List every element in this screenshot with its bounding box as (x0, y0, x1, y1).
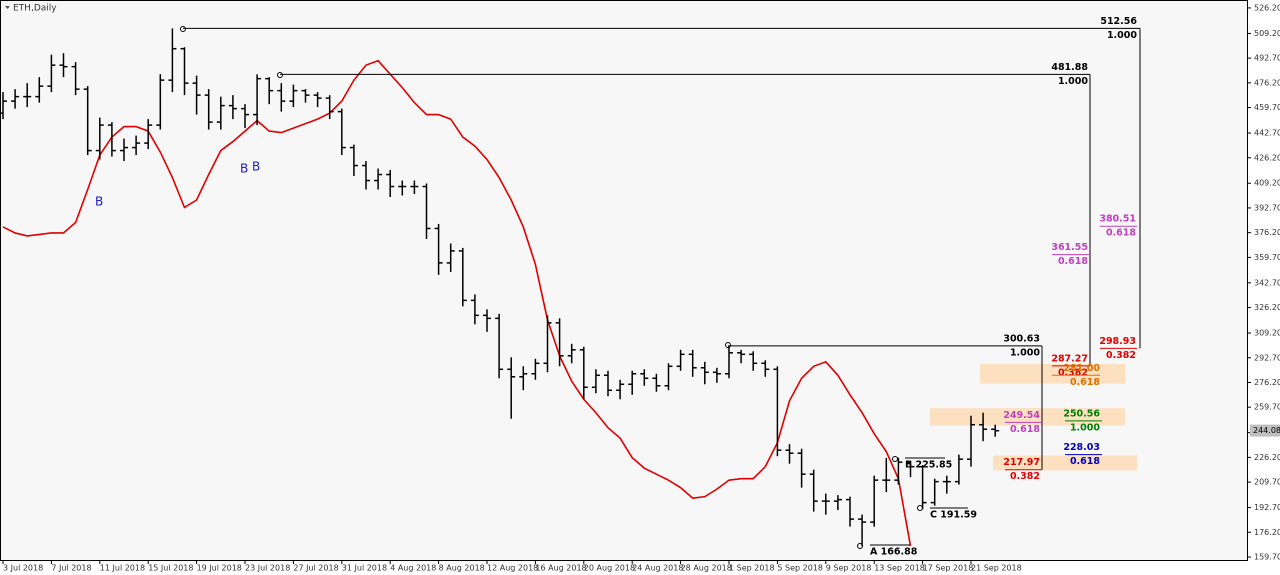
y-tick-label: 509.20 (1254, 29, 1280, 38)
x-tick-label: 28 Aug 2018 (681, 564, 732, 573)
y-tick-label: 226.20 (1254, 453, 1280, 462)
signal-label: B (240, 162, 248, 176)
fib-ratio: 0.618 (1070, 456, 1100, 467)
fib-price: 512.56 (1100, 16, 1137, 27)
x-tick-label: 20 Aug 2018 (584, 564, 635, 573)
fib-ratio: 0.618 (1058, 256, 1088, 267)
fib-price: 249.54 (1003, 410, 1040, 421)
x-tick-label: 1 Sep 2018 (729, 564, 775, 573)
fib-price: 281.00 (1063, 363, 1100, 374)
y-tick-label: 159.70 (1254, 553, 1280, 562)
last-price: 244.08 (1253, 426, 1280, 435)
fib-price: 380.51 (1099, 214, 1136, 225)
x-tick-label: 12 Aug 2018 (487, 564, 538, 573)
chart-title: ETH,Daily (13, 4, 57, 14)
fib-price: 250.56 (1063, 408, 1100, 419)
point-label: A 166.88 (870, 547, 918, 558)
y-tick-label: 459.70 (1254, 103, 1280, 112)
fib-zone (993, 455, 1137, 471)
x-tick-label: 16 Aug 2018 (535, 564, 586, 573)
x-tick-label: 3 Jul 2018 (3, 564, 43, 573)
x-tick-label: 5 Sep 2018 (777, 564, 823, 573)
fib-ratio: 0.618 (1010, 424, 1040, 435)
point-label: B 225.85 (905, 460, 952, 471)
fib-ratio: 0.382 (1058, 367, 1088, 378)
fib-ratio: 1.000 (1010, 347, 1040, 358)
fib-ratio: 0.382 (1106, 350, 1136, 361)
signal-label: B (95, 195, 103, 209)
fib-price: 300.63 (1003, 333, 1040, 344)
y-tick-label: 526.20 (1254, 3, 1280, 12)
y-tick-label: 176.20 (1254, 528, 1280, 537)
y-tick-label: 392.70 (1254, 203, 1280, 212)
x-tick-label: 11 Jul 2018 (100, 564, 145, 573)
y-tick-label: 492.70 (1254, 54, 1280, 63)
last-price-box (1250, 424, 1280, 437)
fib-price: 298.93 (1099, 336, 1136, 347)
fib-zone (980, 364, 1125, 384)
overlay-line (2, 59, 912, 547)
y-tick-label: 292.70 (1254, 353, 1280, 362)
point-label: C 191.59 (930, 510, 977, 521)
swing-point (180, 26, 186, 32)
y-tick-label: 259.70 (1254, 403, 1280, 412)
x-tick-label: 15 Jul 2018 (148, 564, 193, 573)
x-tick-label: 19 Jul 2018 (197, 564, 242, 573)
fib-ratio: 0.618 (1106, 228, 1136, 239)
signal-label: B (252, 160, 260, 174)
x-tick-label: 13 Sep 2018 (874, 564, 925, 573)
fib-price: 217.97 (1003, 457, 1040, 468)
fib-price: 287.27 (1051, 353, 1088, 364)
y-tick-label: 376.20 (1254, 228, 1280, 237)
fib-ratio: 0.618 (1070, 377, 1100, 388)
menu-arrow[interactable] (5, 6, 10, 9)
y-tick-label: 409.20 (1254, 179, 1280, 188)
x-tick-label: 23 Jul 2018 (245, 564, 290, 573)
y-tick-label: 276.20 (1254, 378, 1280, 387)
fib-ratio: 0.382 (1010, 471, 1040, 482)
y-tick-label: 342.70 (1254, 278, 1280, 287)
y-tick-label: 209.70 (1254, 478, 1280, 487)
x-tick-label: 31 Jul 2018 (342, 564, 387, 573)
swing-point (892, 456, 898, 462)
x-tick-label: 21 Sep 2018 (971, 564, 1022, 573)
fib-price: 361.55 (1051, 242, 1088, 253)
x-tick-label: 4 Aug 2018 (390, 564, 436, 573)
swing-point (277, 72, 283, 78)
x-tick-label: 24 Aug 2018 (632, 564, 683, 573)
fib-ratio: 1.000 (1107, 30, 1137, 41)
y-tick-label: 326.20 (1254, 303, 1280, 312)
y-tick-label: 426.20 (1254, 153, 1280, 162)
fib-price: 228.03 (1063, 442, 1100, 453)
fib-ratio: 1.000 (1070, 422, 1100, 433)
y-tick-label: 359.70 (1254, 253, 1280, 262)
x-tick-label: 9 Sep 2018 (826, 564, 872, 573)
swing-point (857, 543, 863, 549)
y-tick-label: 309.20 (1254, 329, 1280, 338)
fib-ratio: 1.000 (1058, 76, 1088, 87)
fib-price: 481.88 (1051, 62, 1088, 73)
x-tick-label: 17 Sep 2018 (923, 564, 974, 573)
y-tick-label: 192.70 (1254, 503, 1280, 512)
y-tick-label: 476.20 (1254, 78, 1280, 87)
x-tick-label: 27 Jul 2018 (293, 564, 338, 573)
y-tick-label: 442.70 (1254, 129, 1280, 138)
swing-point (917, 505, 923, 511)
x-tick-label: 8 Aug 2018 (439, 564, 485, 573)
swing-point (725, 342, 731, 348)
x-tick-label: 7 Jul 2018 (51, 564, 91, 573)
